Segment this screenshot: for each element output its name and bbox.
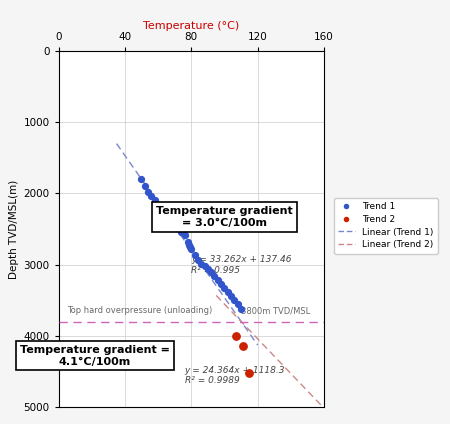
X-axis label: Temperature (°C): Temperature (°C) bbox=[143, 21, 239, 31]
Point bbox=[171, 220, 178, 227]
Point bbox=[204, 265, 212, 272]
Y-axis label: Depth TVD/MSL(m): Depth TVD/MSL(m) bbox=[9, 179, 19, 279]
Point bbox=[178, 229, 185, 235]
Point bbox=[148, 193, 155, 200]
Point bbox=[154, 201, 162, 208]
Point bbox=[239, 343, 246, 350]
Point bbox=[198, 260, 205, 267]
Text: Temperature gradient =
4.1°C/100m: Temperature gradient = 4.1°C/100m bbox=[20, 345, 170, 367]
Point bbox=[141, 183, 149, 190]
Text: 3800m TVD/MSL: 3800m TVD/MSL bbox=[241, 306, 310, 315]
Point bbox=[188, 245, 195, 252]
Point bbox=[158, 204, 165, 211]
Point bbox=[234, 301, 241, 308]
Text: y = 33.262x + 137.46
R² = 0.995: y = 33.262x + 137.46 R² = 0.995 bbox=[191, 255, 292, 275]
Point bbox=[233, 332, 240, 339]
Point bbox=[238, 305, 245, 312]
Point bbox=[214, 276, 221, 283]
Point bbox=[246, 369, 253, 376]
Point bbox=[217, 280, 225, 287]
Point bbox=[221, 285, 228, 291]
Text: Temperature gradient
= 3.0°C/100m: Temperature gradient = 3.0°C/100m bbox=[156, 206, 293, 228]
Point bbox=[207, 268, 215, 275]
Point bbox=[161, 208, 168, 215]
Legend: Trend 1, Trend 2, Linear (Trend 1), Linear (Trend 2): Trend 1, Trend 2, Linear (Trend 1), Line… bbox=[334, 198, 438, 254]
Point bbox=[201, 262, 208, 269]
Point bbox=[138, 176, 145, 182]
Point bbox=[224, 288, 231, 295]
Point bbox=[151, 197, 158, 204]
Point bbox=[194, 256, 202, 263]
Point bbox=[211, 273, 218, 279]
Text: y = 24.364x + 1118.3
R² = 0.9989: y = 24.364x + 1118.3 R² = 0.9989 bbox=[184, 366, 285, 385]
Point bbox=[164, 211, 171, 218]
Point bbox=[185, 241, 192, 248]
Point bbox=[184, 238, 192, 245]
Point bbox=[175, 225, 182, 232]
Text: Top hard overpressure (unloading): Top hard overpressure (unloading) bbox=[67, 306, 212, 315]
Point bbox=[191, 252, 198, 259]
Point bbox=[186, 243, 193, 250]
Point bbox=[181, 231, 188, 238]
Point bbox=[228, 293, 235, 299]
Point bbox=[144, 189, 152, 195]
Point bbox=[231, 297, 238, 304]
Point bbox=[168, 217, 175, 224]
